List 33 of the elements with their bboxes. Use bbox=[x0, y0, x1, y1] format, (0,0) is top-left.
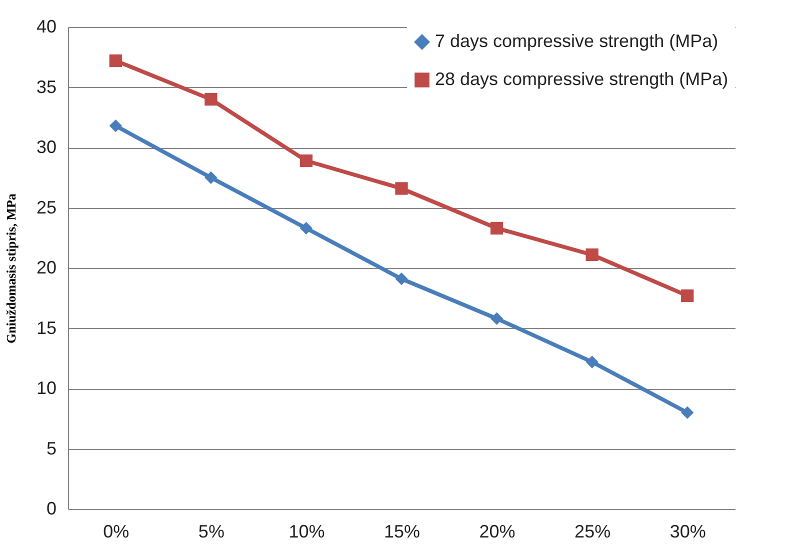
point bbox=[490, 222, 504, 235]
y-tick-label: 10 bbox=[36, 378, 56, 398]
point bbox=[490, 312, 504, 325]
x-tick-label: 10% bbox=[288, 522, 325, 542]
x-tick-label: 25% bbox=[574, 522, 611, 542]
y-tick-label: 25 bbox=[36, 197, 56, 218]
y-tick-label: 20 bbox=[36, 258, 56, 278]
y-tick-label: 15 bbox=[36, 318, 56, 338]
y-tick-label: 0 bbox=[46, 498, 56, 518]
y-axis-title: Gniuždomasis stipris, MPa bbox=[3, 193, 18, 344]
x-tick-label: 30% bbox=[670, 522, 706, 542]
point bbox=[300, 222, 313, 235]
point bbox=[204, 92, 218, 106]
point bbox=[395, 272, 408, 286]
y-tick-label: 40 bbox=[36, 16, 56, 36]
point bbox=[681, 406, 694, 419]
point bbox=[109, 54, 122, 68]
legend-label: 28 days compressive strength (MPa) bbox=[435, 69, 728, 89]
x-tick-label: 5% bbox=[198, 522, 224, 542]
point bbox=[300, 154, 313, 168]
y-tick-label: 35 bbox=[36, 76, 56, 97]
x-tick-label: 20% bbox=[479, 522, 516, 542]
point bbox=[681, 289, 694, 302]
point bbox=[109, 119, 122, 132]
x-tick-label: 0% bbox=[103, 522, 130, 542]
x-tick-label: 15% bbox=[384, 522, 420, 542]
point bbox=[204, 171, 218, 184]
point bbox=[395, 182, 408, 195]
legend-label: 7 days compressive strength (MPa) bbox=[435, 31, 718, 51]
point bbox=[586, 356, 598, 368]
y-tick-label: 5 bbox=[46, 438, 56, 458]
y-tick-label: 30 bbox=[36, 137, 56, 157]
point bbox=[586, 248, 598, 262]
